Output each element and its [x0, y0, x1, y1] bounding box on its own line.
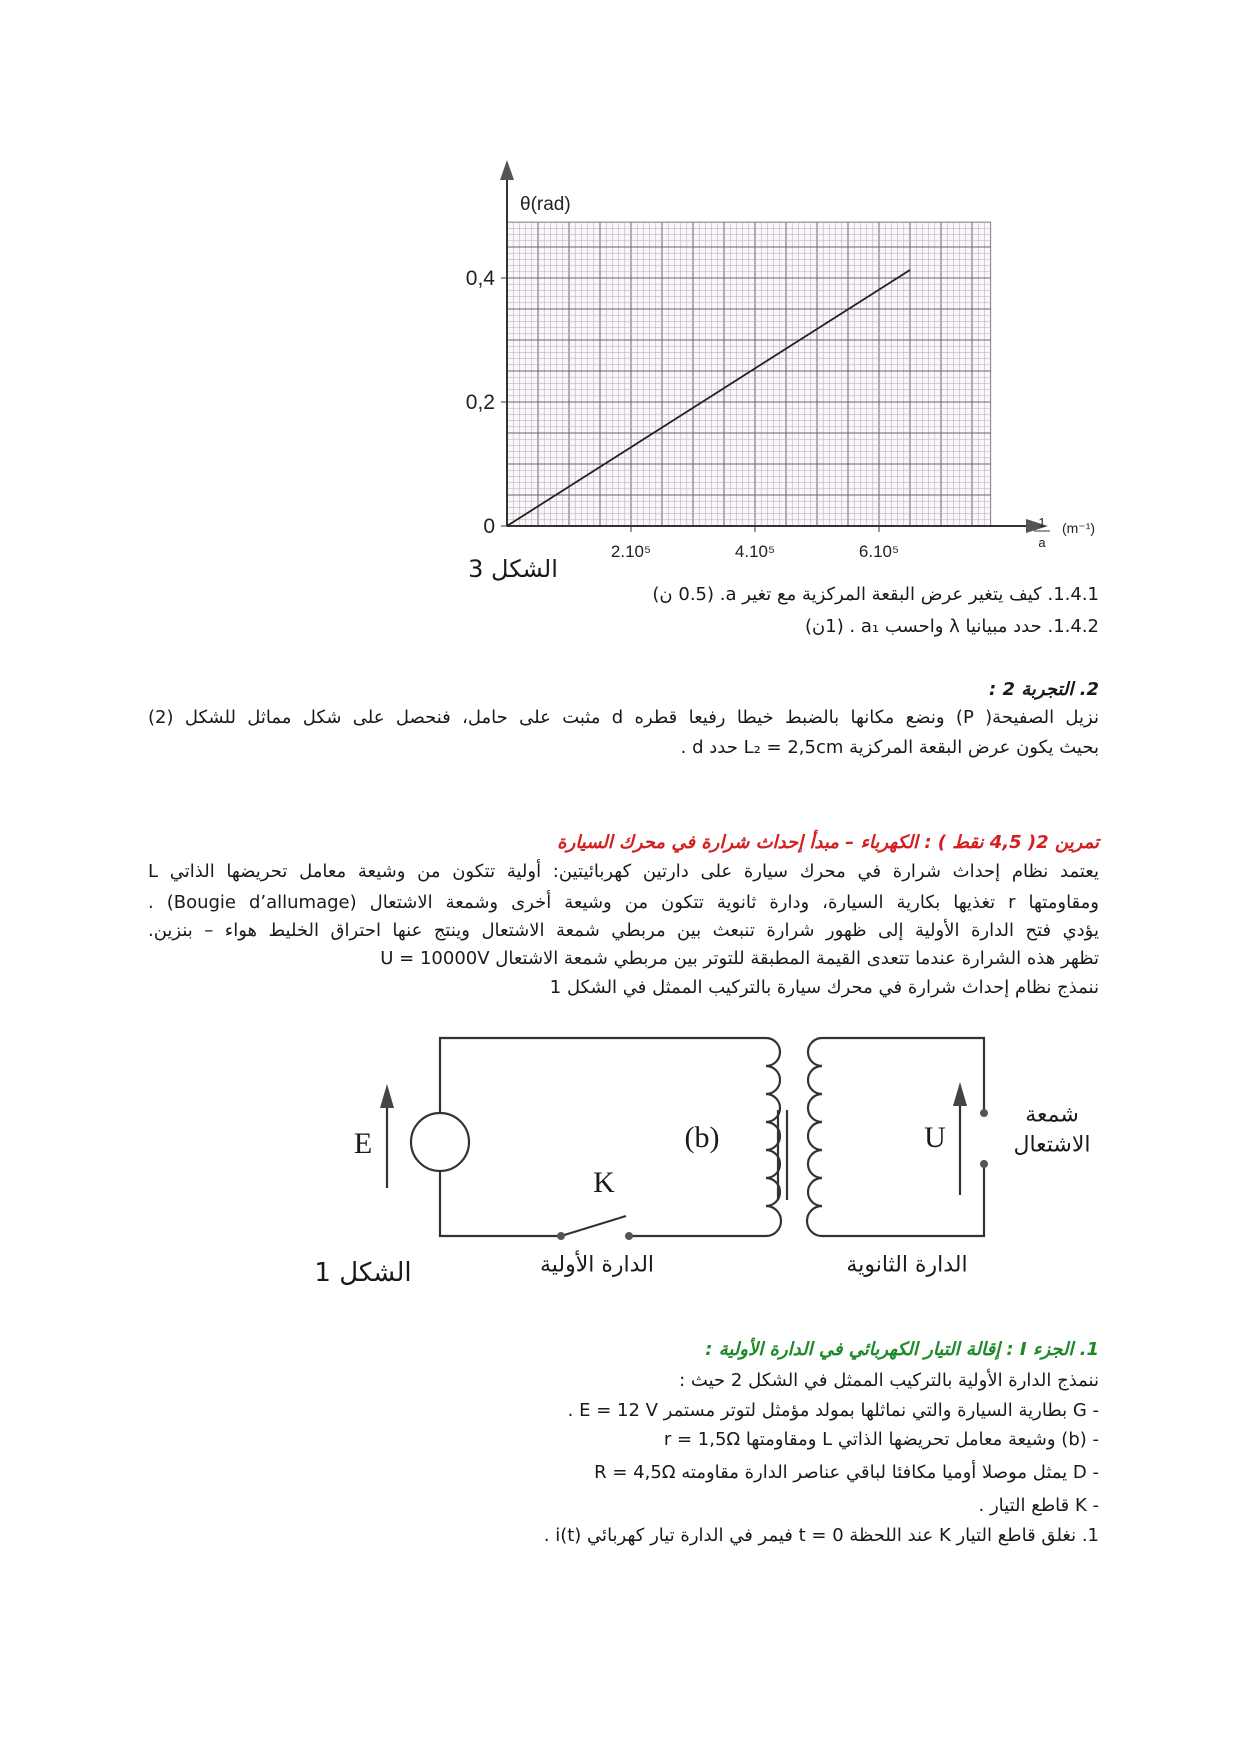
x-axis-label-numerator: 1 [1038, 515, 1045, 530]
x-tick-label: 2.10⁵ [611, 542, 651, 561]
x-tick-label: 6.10⁵ [859, 542, 899, 561]
exercise-2-line: يؤدي فتح الدارة الأولية إلى ظهور شرارة ت… [148, 920, 1099, 941]
exercise-2-line: ومقاومتها r تغذيها بكارية السيارة، ودارة… [148, 892, 1100, 913]
primary-circuit-label: الدارة الأولية [539, 1252, 655, 1278]
secondary-coil [805, 1036, 823, 1238]
experiment-2-line: نزيل الصفيحة( P) ونضع مكانها بالضبط خيطا… [148, 707, 1100, 728]
figure-1-caption: الشكل 1 [314, 1258, 412, 1288]
part-1-line: - G بطارية السيارة والتي نماثلها بمولد م… [567, 1400, 1099, 1421]
figure-3-caption: الشكل 3 [468, 555, 558, 583]
part-1-line: - K قاطع التيار . [978, 1495, 1099, 1516]
y-tick-label: 0 [483, 515, 495, 538]
arrow-head-icon [953, 1082, 967, 1106]
arrow-head-icon [380, 1084, 394, 1108]
spark-plug-label: شمعة [1025, 1102, 1079, 1128]
theta-vs-inverse-a-chart: θ(rad) 1 a (m⁻¹) 0 0,2 0,4 2.10⁵ 4.10⁵ 6.10⁵ [466, 160, 1095, 561]
spark-plug-label: الاشتعال [1013, 1132, 1091, 1158]
question-1-4-1: 1.4.1. كيف يتغير عرض البقعة المركزية مع … [652, 584, 1099, 605]
label-U: U [924, 1121, 946, 1154]
part-1-line: - (b) وشيعة معامل تحريضها الذاتي L ومقاو… [663, 1429, 1099, 1450]
label-E: E [353, 1127, 373, 1160]
label-K: K [593, 1166, 615, 1199]
y-tick-label: 0,4 [466, 267, 496, 290]
part-1-title: 1. الجزء I : إقالة التيار الكهربائي في ا… [705, 1339, 1099, 1360]
exercise-2-title: تمرين 2( 4,5 نقط ) : الكهرباء – مبدأ إحد… [557, 832, 1099, 853]
x-axis-label-denominator: a [1038, 535, 1046, 550]
switch-terminal [557, 1232, 565, 1240]
y-tick-label: 0,2 [466, 391, 495, 414]
y-axis-label: θ(rad) [520, 194, 571, 215]
data-line [506, 269, 911, 527]
part-1-line: 1. نغلق قاطع التيار K عند اللحظة t = 0 ف… [543, 1525, 1099, 1546]
experiment-2-title: 2. التجربة 2 : [988, 679, 1099, 700]
primary-coil [765, 1036, 783, 1238]
exercise-2-line: يعتمد نظام إحداث شرارة في محرك سيارة على… [148, 861, 1099, 882]
secondary-circuit-label: الدارة الثانوية [846, 1252, 968, 1278]
secondary-wire [822, 1036, 986, 1238]
x-axis-arrow-icon [1026, 519, 1048, 533]
battery-symbol [409, 1111, 471, 1173]
exercise-2-line: ننمذج نظام إحداث شرارة في محرك سيارة بال… [549, 977, 1099, 998]
label-b: (b) [684, 1121, 720, 1154]
y-axis-arrow-icon [500, 160, 514, 180]
question-1-4-2: 1.4.2. حدد مبيانيا λ واحسب a₁ . (1ن) [804, 616, 1099, 637]
x-tick-label: 4.10⁵ [735, 542, 775, 561]
part-1-line: ننمذج الدارة الأولية بالتركيب الممثل في … [679, 1370, 1099, 1391]
spark-plug-terminal [980, 1160, 988, 1168]
part-1-line: - D يمثل موصلا أوميا مكافئا لباقي عناصر … [594, 1462, 1099, 1483]
exercise-2-line: تظهر هذه الشرارة عندما تتعدى القيمة المط… [380, 948, 1099, 969]
switch-terminal [625, 1232, 633, 1240]
x-axis-unit: (m⁻¹) [1062, 520, 1095, 536]
spark-plug-terminal [980, 1109, 988, 1117]
switch-blade [560, 1214, 627, 1238]
experiment-2-line: بحيث يكون عرض البقعة المركزية L₂ = 2,5cm… [680, 737, 1099, 758]
